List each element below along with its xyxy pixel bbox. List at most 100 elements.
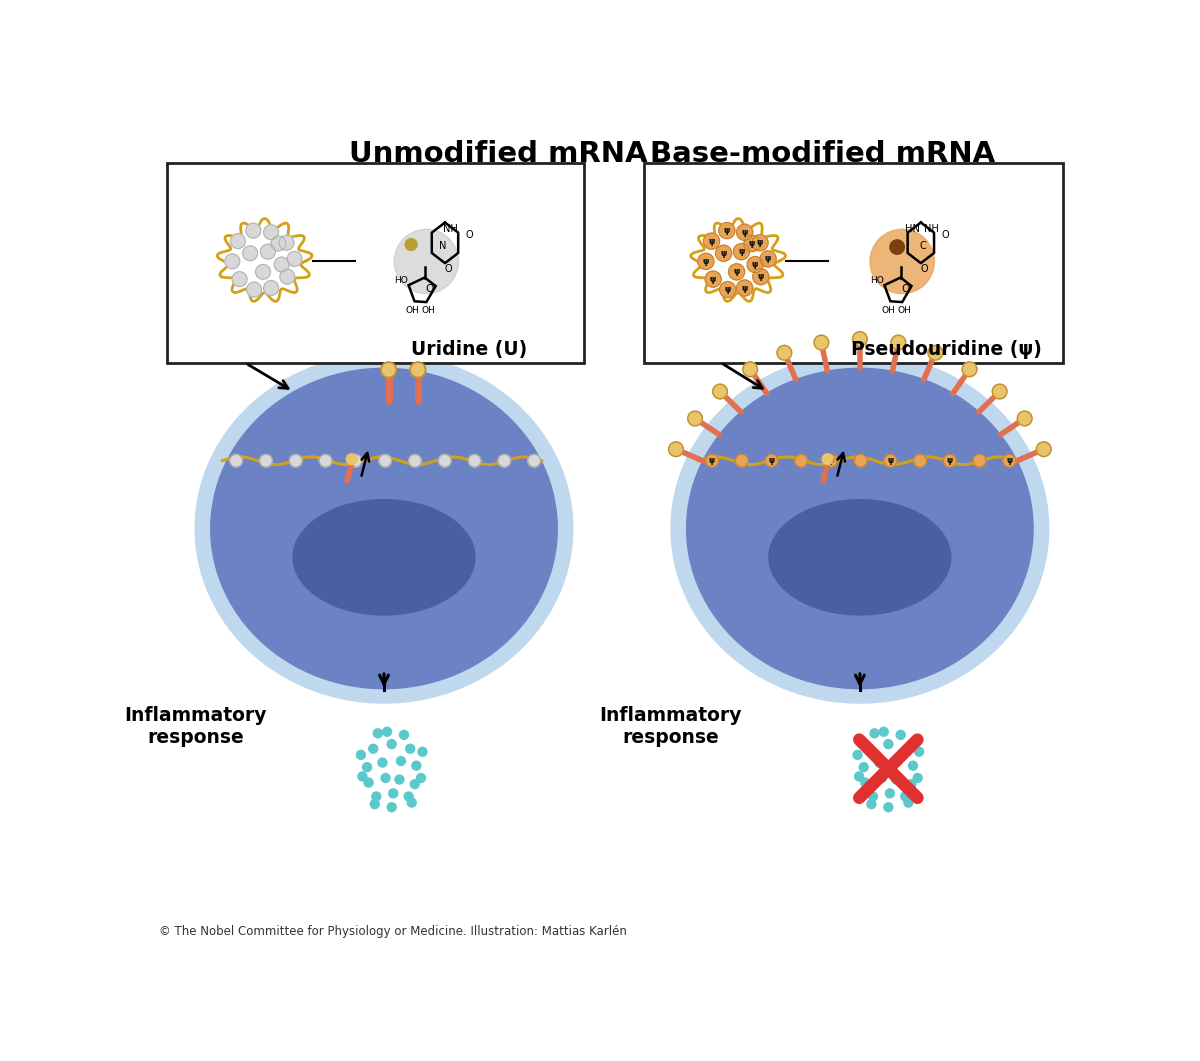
Text: N: N (439, 242, 446, 251)
Circle shape (364, 778, 373, 787)
Circle shape (1037, 441, 1051, 456)
Text: C: C (919, 242, 926, 251)
Text: OH: OH (406, 307, 420, 315)
Text: ψ: ψ (1006, 456, 1013, 465)
Circle shape (870, 229, 935, 294)
Circle shape (902, 744, 911, 753)
Circle shape (875, 759, 883, 767)
Circle shape (737, 280, 752, 296)
Circle shape (409, 454, 421, 467)
Circle shape (913, 773, 922, 782)
Circle shape (378, 759, 386, 767)
Circle shape (373, 729, 383, 737)
Circle shape (280, 269, 295, 284)
Circle shape (744, 236, 760, 251)
Text: O: O (901, 284, 910, 294)
Circle shape (498, 454, 511, 467)
Circle shape (720, 281, 736, 298)
Circle shape (289, 454, 302, 467)
Circle shape (703, 233, 720, 249)
Circle shape (379, 454, 391, 467)
Circle shape (928, 346, 943, 360)
Text: NH: NH (443, 224, 457, 234)
Circle shape (371, 800, 379, 808)
Circle shape (382, 773, 390, 782)
Circle shape (224, 254, 240, 268)
Circle shape (410, 362, 426, 378)
Text: ψ: ψ (947, 456, 953, 465)
Text: O: O (444, 264, 452, 274)
Text: ψ: ψ (733, 267, 739, 276)
Text: ψ: ψ (720, 248, 727, 258)
Circle shape (697, 254, 714, 269)
Circle shape (242, 246, 258, 261)
Circle shape (973, 454, 986, 467)
Circle shape (854, 772, 864, 781)
Circle shape (884, 454, 896, 467)
Ellipse shape (293, 500, 475, 615)
Circle shape (280, 236, 294, 250)
Circle shape (896, 730, 905, 740)
Circle shape (737, 224, 752, 241)
Circle shape (380, 362, 396, 378)
Circle shape (400, 730, 408, 740)
Circle shape (884, 803, 893, 812)
Circle shape (728, 264, 745, 280)
Circle shape (893, 756, 902, 765)
Circle shape (907, 780, 916, 788)
Circle shape (901, 792, 910, 801)
Circle shape (247, 282, 262, 297)
Text: Pseudouridine (ψ): Pseudouridine (ψ) (851, 341, 1042, 360)
Circle shape (356, 750, 365, 760)
Text: NH: NH (924, 224, 938, 234)
Circle shape (232, 272, 247, 286)
Circle shape (943, 454, 956, 467)
Text: O: O (426, 284, 434, 294)
Text: ψ: ψ (703, 257, 709, 266)
Circle shape (230, 454, 242, 467)
Bar (644, 162, 1063, 363)
Circle shape (706, 454, 719, 467)
Circle shape (264, 225, 278, 240)
Circle shape (814, 335, 829, 350)
Circle shape (854, 454, 866, 467)
Circle shape (396, 756, 406, 765)
Circle shape (904, 798, 913, 807)
Circle shape (287, 251, 302, 266)
Circle shape (256, 264, 270, 279)
Text: Inflammatory
response: Inflammatory response (599, 706, 742, 747)
Circle shape (892, 335, 906, 350)
Circle shape (752, 234, 768, 250)
Circle shape (865, 744, 875, 753)
Text: OH: OH (882, 307, 895, 315)
Circle shape (319, 454, 332, 467)
Circle shape (407, 798, 416, 807)
Circle shape (347, 454, 358, 465)
Circle shape (362, 763, 372, 771)
Circle shape (884, 740, 893, 749)
Text: ψ: ψ (828, 456, 834, 465)
Text: ψ: ψ (757, 273, 764, 281)
Text: ψ: ψ (764, 255, 772, 263)
Ellipse shape (769, 500, 950, 615)
Text: ψ: ψ (738, 247, 745, 256)
Circle shape (410, 780, 419, 788)
Circle shape (992, 384, 1007, 399)
Circle shape (766, 454, 778, 467)
Circle shape (271, 237, 286, 251)
Ellipse shape (671, 354, 1049, 703)
Circle shape (852, 332, 868, 346)
Circle shape (869, 792, 877, 801)
Text: OH: OH (422, 307, 436, 315)
Circle shape (383, 727, 391, 736)
Ellipse shape (196, 354, 572, 703)
Text: HN: HN (905, 224, 919, 234)
Ellipse shape (211, 368, 557, 689)
Circle shape (388, 740, 396, 749)
Circle shape (743, 362, 757, 377)
Circle shape (246, 223, 260, 238)
Text: © The Nobel Committee for Physiology or Medicine. Illustration: Mattias Karlén: © The Nobel Committee for Physiology or … (160, 925, 628, 938)
Circle shape (890, 240, 905, 255)
Circle shape (859, 763, 868, 771)
Circle shape (230, 233, 246, 248)
